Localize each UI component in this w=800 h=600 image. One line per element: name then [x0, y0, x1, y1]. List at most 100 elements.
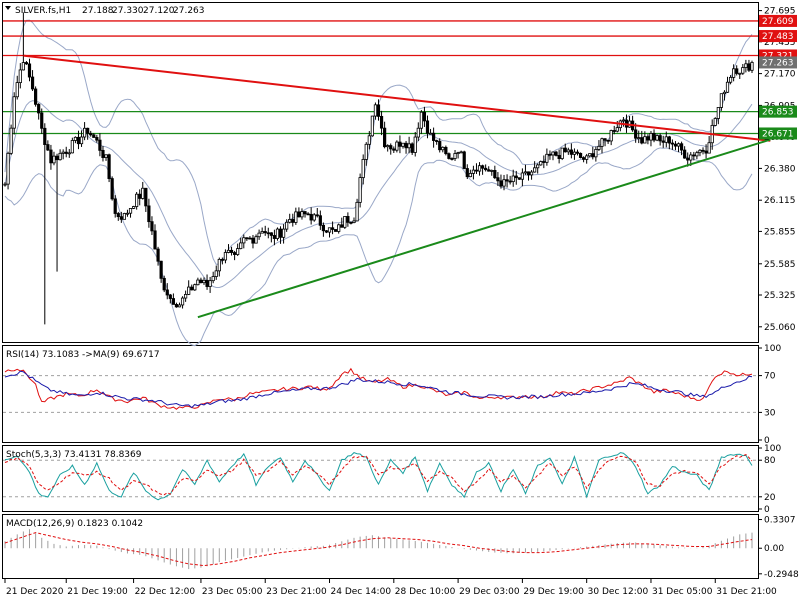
- candle-body: [612, 130, 616, 132]
- candle-body: [12, 96, 16, 129]
- candle-body: [566, 149, 570, 153]
- candle-body: [324, 230, 329, 233]
- candle-body: [168, 294, 172, 299]
- rsi-tick-label: 70: [764, 372, 776, 382]
- candle-body: [670, 142, 675, 145]
- macd-plot: [4, 529, 753, 570]
- price-label-text: 27.263: [762, 58, 794, 68]
- price-label-text: 26.853: [762, 108, 794, 118]
- macd-panel: [2, 514, 759, 579]
- candle-body: [95, 137, 99, 141]
- candle-body: [254, 236, 258, 244]
- candle-body: [603, 138, 607, 141]
- candle-body: [291, 219, 295, 223]
- candle-body: [652, 133, 656, 141]
- candle-body: [156, 248, 160, 262]
- dropdown-triangle-icon[interactable]: [5, 6, 11, 10]
- header-close: 27.263: [173, 6, 205, 16]
- candle-body: [321, 224, 325, 232]
- candle-body: [526, 171, 531, 176]
- candle-body: [269, 232, 273, 236]
- candle-body: [208, 280, 212, 287]
- candle-body: [43, 127, 47, 145]
- bollinger-lower: [4, 147, 753, 347]
- candle-body: [86, 127, 90, 134]
- candle-body: [401, 142, 405, 147]
- bollinger-middle: [4, 100, 753, 288]
- candle-body: [349, 221, 353, 224]
- candle-body: [141, 187, 145, 199]
- candle-body: [337, 224, 341, 232]
- candle-body: [92, 134, 96, 138]
- candle-body: [389, 145, 393, 150]
- candle-body: [346, 216, 350, 223]
- candle-body: [542, 161, 546, 163]
- candle-body: [514, 175, 518, 179]
- candle-body: [701, 149, 705, 152]
- time-tick-label: 24 Dec 14:00: [331, 587, 392, 597]
- candle-body: [456, 152, 460, 154]
- candle-body: [306, 213, 310, 216]
- candle-body: [226, 249, 231, 253]
- price-label-box: [759, 56, 797, 69]
- candle-body: [82, 127, 87, 138]
- candle-body: [609, 130, 613, 142]
- candle-body: [162, 277, 166, 291]
- candle-body: [76, 136, 81, 145]
- candle-body: [557, 155, 561, 159]
- candle-body: [361, 159, 365, 178]
- candle-body: [285, 221, 289, 230]
- rsi-plot: [3, 367, 758, 413]
- candle-body: [67, 152, 71, 155]
- candle-body: [487, 169, 491, 172]
- candle-body: [315, 214, 319, 217]
- time-tick-label: 31 Dec 05:00: [652, 587, 713, 597]
- candle-body: [692, 154, 696, 157]
- candle-body: [410, 143, 414, 153]
- price-tick-label: 26.380: [764, 164, 796, 174]
- candle-body: [174, 304, 179, 308]
- rsi-title: RSI(14) 73.1083 ->MA(9) 69.6717: [6, 350, 160, 360]
- price-tick-label: 25.060: [764, 323, 796, 333]
- candle-body: [101, 149, 105, 158]
- candle-body: [309, 213, 313, 221]
- candle-body: [122, 213, 126, 220]
- rsi-tick-label: 100: [764, 344, 781, 354]
- candle-body: [89, 132, 93, 136]
- candle-body: [144, 187, 148, 207]
- candle-body: [180, 297, 185, 306]
- candle-body: [545, 153, 549, 163]
- macd-title: MACD(12,26,9) 0.1823 0.1042: [6, 519, 143, 529]
- bollinger-upper: [4, 19, 753, 265]
- candle-body: [646, 136, 650, 141]
- main-plot: [3, 12, 771, 347]
- candle-body: [355, 201, 359, 222]
- candle-body: [107, 154, 111, 179]
- candle-body: [505, 179, 509, 182]
- candle-body: [533, 167, 537, 173]
- candle-body: [704, 150, 708, 154]
- candle-body: [113, 198, 117, 214]
- candle-body: [676, 143, 681, 147]
- candle-body: [52, 155, 56, 164]
- candle-body: [407, 143, 411, 149]
- candle-body: [125, 212, 130, 215]
- stoch-title: Stoch(5,3,3) 73.4131 78.8369: [6, 450, 142, 460]
- candle-body: [738, 72, 742, 75]
- candle-body: [128, 208, 133, 214]
- candle-body: [750, 62, 754, 71]
- candle-body: [606, 139, 610, 142]
- candle-body: [422, 111, 427, 122]
- candle-body: [79, 136, 84, 145]
- candle-body: [217, 258, 221, 272]
- price-tick-label: 25.855: [764, 227, 796, 237]
- time-tick-label: 21 Dec 2020: [6, 587, 64, 597]
- candle-body: [392, 148, 396, 151]
- candle-body: [591, 153, 595, 158]
- time-tick-label: 23 Dec 21:00: [266, 587, 327, 597]
- candle-body: [551, 151, 555, 156]
- axes: 27.69527.43527.17026.90526.64026.38026.1…: [4, 7, 799, 597]
- candle-body: [695, 152, 699, 157]
- candle-body: [719, 93, 723, 108]
